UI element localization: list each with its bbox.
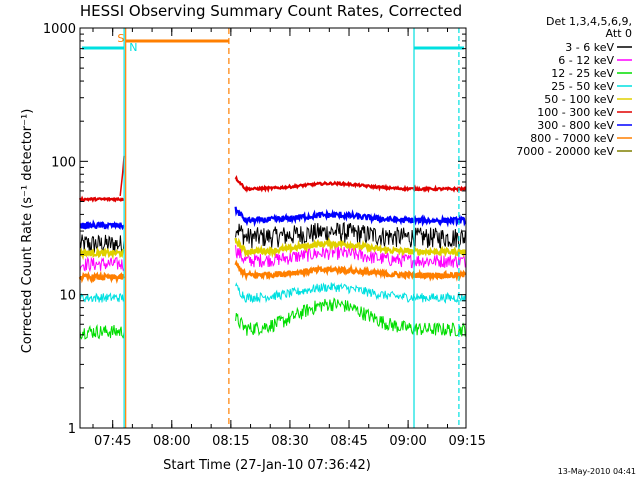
y-tick-label: 1 [68, 422, 76, 437]
series-line-after-gap [235, 221, 466, 250]
plot-frame [79, 27, 467, 429]
series-300-800kev [79, 206, 467, 231]
chart-title: HESSI Observing Summary Count Rates, Cor… [80, 2, 462, 20]
legend-label: 7000 - 20000 keV [516, 145, 614, 158]
x-tick-label: 08:15 [212, 434, 249, 449]
y-tick-label: 100 [51, 155, 76, 170]
series-6-12kev [79, 244, 466, 273]
legend-label: 300 - 800 keV [537, 119, 614, 132]
legend-header-1: Det 1,3,4,5,6,9, [546, 15, 632, 28]
series-line-before-gap [78, 195, 125, 203]
series-line-after-gap [234, 236, 467, 259]
series-line-after-gap [234, 259, 467, 282]
series-800-7000kev [78, 259, 467, 285]
legend-label: 800 - 7000 keV [530, 132, 614, 145]
x-tick-label: 09:00 [389, 434, 426, 449]
series-line-after-gap [235, 297, 466, 337]
y-tick-label: 10 [59, 289, 76, 304]
series-line-before-gap [79, 292, 125, 303]
series-12-25kev [79, 297, 466, 340]
series-25-50kev [79, 282, 466, 304]
legend-label: 100 - 300 keV [537, 106, 614, 119]
series-line-before-gap [78, 270, 126, 285]
y-tick-label: 1000 [43, 22, 76, 37]
x-tick-label: 07:45 [94, 434, 131, 449]
series-line-after-gap [235, 282, 466, 304]
plot-area: SN [78, 27, 467, 429]
timestamp: 13-May-2010 04:41 [558, 467, 636, 476]
legend-label: 6 - 12 keV [558, 54, 614, 67]
legend-label: 12 - 25 keV [551, 67, 614, 80]
x-tick-label: 08:30 [271, 434, 308, 449]
x-tick-label: 08:45 [330, 434, 367, 449]
series-line-before-gap [79, 256, 125, 273]
series-line-before-gap [79, 323, 125, 340]
series-line-after-gap [235, 244, 466, 269]
series-line-before-gap [79, 246, 125, 261]
series-line-after-gap [234, 174, 467, 194]
series-line-after-gap [234, 206, 467, 228]
annotation-n: N [129, 41, 137, 54]
axis-ticks: 1 10 100 1000 07:45 08:00 08:15 08:30 08:45 09:00… [43, 22, 486, 449]
annotation-s: S [117, 32, 124, 45]
x-axis-label: Start Time (27-Jan-10 07:36:42) [163, 458, 371, 473]
x-tick-label: 09:15 [448, 434, 485, 449]
legend-header-2: Att 0 [606, 27, 632, 40]
x-tick-label: 08:00 [153, 434, 190, 449]
legend-label: 25 - 50 keV [551, 80, 614, 93]
legend-label: 3 - 6 keV [565, 41, 614, 54]
y-axis-label: Corrected Count Rate (s⁻¹ detector⁻¹) [20, 109, 35, 354]
legend-label: 50 - 100 keV [544, 93, 614, 106]
series-line-before-gap [79, 219, 125, 231]
series-100-300kev [78, 174, 467, 203]
series-50-100kev [79, 236, 467, 261]
